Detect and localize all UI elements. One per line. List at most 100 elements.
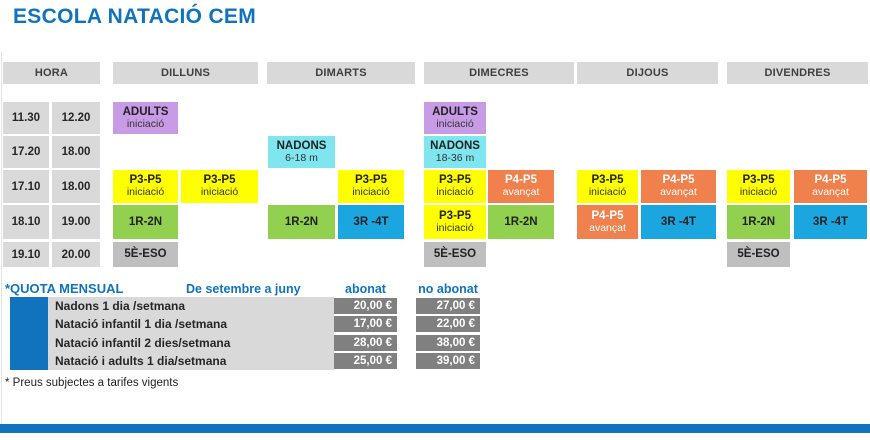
day-header-dimecres: DIMECRES [424, 62, 574, 84]
class-cell-avancat: P4-P5 avançat [488, 170, 554, 203]
class-cell-primaria34: 3R -4T [338, 205, 404, 239]
class-subtitle: avançat [812, 186, 849, 199]
class-subtitle: iniciació [200, 186, 239, 199]
pricing-label-background [48, 297, 334, 370]
time-cell: 17.20 [3, 136, 49, 168]
class-title: 5È-ESO [124, 248, 167, 261]
sheet-edge-line [1, 52, 2, 424]
no-abonat-price: 27,00 € [416, 298, 480, 314]
class-cell-eso: 5È-ESO [424, 242, 486, 267]
hora-header: HORA [3, 62, 100, 84]
class-cell-nadons: NADONS 6-18 m [268, 136, 335, 168]
class-cell-primaria12: 1R-2N [268, 205, 335, 239]
class-subtitle: 6-18 m [285, 151, 318, 164]
pricing-row-label: Nadons 1 dia /setmana [55, 299, 186, 313]
time-cell: 18.00 [52, 136, 100, 168]
class-subtitle: iniciació [352, 186, 390, 199]
class-cell-iniciacio: P3-P5 iniciació [113, 170, 178, 203]
class-subtitle: iniciació [436, 221, 474, 234]
class-cell-avancat: P4-P5 avançat [794, 170, 867, 203]
class-subtitle: avançat [502, 186, 540, 199]
class-title: 3R -4T [660, 215, 697, 228]
time-cell: 19.00 [52, 205, 100, 239]
class-subtitle: iniciació [126, 117, 165, 130]
quota-title: *QUOTA MENSUAL [5, 281, 124, 296]
class-title: P3-P5 [355, 174, 387, 187]
class-subtitle: iniciació [436, 186, 474, 199]
class-cell-primaria12: 1R-2N [488, 205, 554, 239]
page-title: ESCOLA NATACIÓ CEM [13, 5, 257, 28]
day-header-divendres: DIVENDRES [727, 62, 868, 84]
class-cell-iniciacio: P3-P5 iniciació [181, 170, 258, 203]
class-subtitle: 18-36 m [435, 151, 475, 164]
class-title: P4-P5 [662, 174, 695, 187]
class-subtitle: iniciació [739, 186, 778, 199]
time-cell: 12.20 [52, 102, 100, 134]
day-header-dilluns: DILLUNS [113, 62, 258, 84]
class-title: P4-P5 [505, 174, 537, 187]
bottom-bar [0, 424, 870, 433]
abonat-price: 20,00 € [334, 298, 397, 314]
class-title: 1R-2N [504, 215, 538, 228]
class-title: 1R-2N [128, 215, 163, 228]
class-cell-avancat: P4-P5 avançat [641, 170, 716, 203]
class-cell-primaria34: 3R -4T [794, 205, 867, 239]
class-cell-iniciacio: P3-P5 iniciació [424, 205, 486, 239]
class-cell-eso: 5È-ESO [727, 242, 790, 267]
no-abonat-price: 39,00 € [416, 353, 480, 369]
time-cell: 18.10 [3, 205, 49, 239]
class-title: P4-P5 [814, 174, 847, 187]
class-cell-adults: ADULTS iniciació [113, 102, 178, 134]
class-cell-iniciacio: P3-P5 iniciació [338, 170, 404, 203]
class-title: 3R -4T [812, 215, 849, 228]
pricing-row-label: Natació infantil 1 dia /setmana [55, 317, 228, 331]
abonat-price: 28,00 € [334, 335, 397, 351]
abonat-price: 25,00 € [334, 353, 397, 369]
class-title: 5È-ESO [433, 248, 477, 261]
class-subtitle: iniciació [588, 186, 627, 199]
no-abonat-price: 38,00 € [416, 335, 480, 351]
class-title: NADONS [276, 139, 327, 152]
class-title: P4-P5 [591, 209, 624, 222]
class-title: NADONS [430, 139, 480, 152]
class-cell-eso: 5È-ESO [113, 242, 178, 267]
pricing-row-label: Natació infantil 2 dies/setmana [55, 336, 231, 350]
day-header-dimarts: DIMARTS [267, 62, 415, 84]
class-subtitle: iniciació [436, 117, 474, 130]
class-title: P3-P5 [742, 174, 775, 187]
class-cell-primaria12: 1R-2N [113, 205, 178, 239]
class-title: 1R-2N [284, 215, 319, 228]
class-title: P3-P5 [591, 174, 624, 187]
class-title: P3-P5 [203, 174, 236, 187]
abonat-price: 17,00 € [334, 316, 397, 332]
footnote: * Preus subjectes a tarifes vigents [5, 377, 179, 389]
time-cell: 17.10 [3, 170, 49, 203]
class-subtitle: avançat [660, 186, 697, 199]
time-cell: 20.00 [52, 242, 100, 267]
class-title: 5È-ESO [737, 248, 780, 261]
no-abonat-price: 22,00 € [416, 316, 480, 332]
pricing-accent-block [10, 297, 48, 370]
period-label: De setembre a juny [186, 282, 301, 296]
abonat-header: abonat [345, 282, 386, 296]
day-header-dijous: DIJOUS [577, 62, 718, 84]
time-cell: 18.00 [52, 170, 100, 203]
class-cell-avancat: P4-P5 avançat [577, 205, 638, 239]
class-cell-iniciacio: P3-P5 iniciació [727, 170, 790, 203]
class-title: P3-P5 [129, 174, 162, 187]
class-subtitle: iniciació [126, 186, 165, 199]
class-title: 1R-2N [741, 215, 776, 228]
class-cell-nadons: NADONS 18-36 m [424, 136, 486, 168]
pricing-row-label: Natació i adults 1 dia/setmana [55, 354, 227, 368]
time-cell: 19.10 [3, 242, 49, 267]
time-cell: 11.30 [3, 102, 49, 134]
class-title: P3-P5 [439, 209, 471, 222]
no-abonat-header: no abonat [418, 282, 478, 296]
class-title: ADULTS [122, 105, 169, 118]
class-title: P3-P5 [439, 174, 471, 187]
class-subtitle: avançat [589, 221, 626, 234]
class-title: 3R -4T [353, 215, 389, 228]
class-cell-primaria12: 1R-2N [727, 205, 790, 239]
class-cell-iniciacio: P3-P5 iniciació [424, 170, 486, 203]
